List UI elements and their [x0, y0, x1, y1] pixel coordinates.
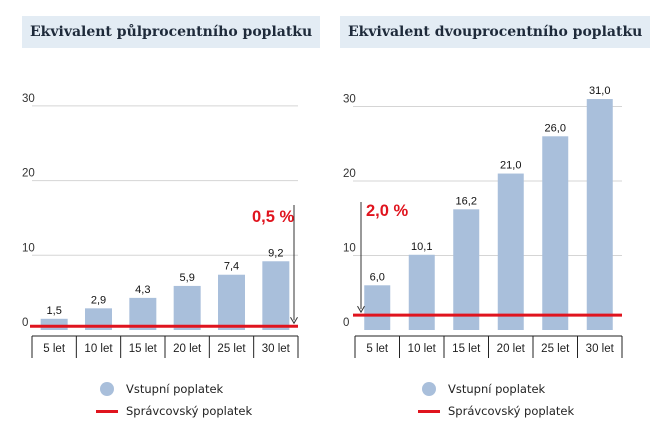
right-bar-value-label-2: 10,1 [411, 241, 432, 253]
legend-line-swatch [96, 409, 118, 413]
left-bar-value-label-6: 9,2 [268, 247, 283, 259]
right-category-label-4: 20 let [497, 343, 526, 355]
left-ytick-label-20: 20 [22, 168, 35, 180]
right-ytick-label-20: 20 [343, 168, 356, 180]
right-ytick-label-10: 10 [343, 243, 356, 255]
legend-line-label: Správcovský poplatek [126, 404, 253, 418]
left-category-label-2: 10 let [84, 343, 113, 355]
right-ytick-label-0: 0 [343, 317, 349, 329]
left-category-label-1: 5 let [43, 343, 66, 355]
right-arrow-head [357, 305, 365, 314]
left-ytick-label-0: 0 [22, 317, 28, 329]
left-bar-4 [173, 285, 201, 330]
left-bar-value-label-1: 1,5 [47, 305, 62, 317]
legend-left: Vstupní poplatek Správcovský poplatek [96, 378, 252, 422]
left-bar-5 [218, 274, 245, 330]
legend-bar-swatch [100, 382, 114, 396]
left-category-label-6: 30 let [262, 343, 291, 355]
left-bar-value-label-3: 4,3 [135, 284, 150, 296]
left-arrow-head [290, 317, 298, 325]
right-category-label-2: 10 let [408, 343, 437, 355]
left-fee-label: 0,5 % [252, 208, 295, 226]
right-chart-title: Ekvivalent dvouprocentního poplatku [340, 16, 650, 48]
legend-right: Vstupní poplatek Správcovský poplatek [418, 378, 574, 422]
left-bar-3 [129, 297, 157, 330]
right-bar-1 [364, 285, 391, 330]
left-bar-6 [262, 261, 290, 330]
left-ytick-label-30: 30 [22, 93, 35, 105]
right-bar-5 [542, 136, 569, 330]
right-bar-value-label-6: 31,0 [589, 85, 610, 97]
right-bar-value-label-4: 21,0 [500, 160, 521, 172]
left-bar-value-label-2: 2,9 [91, 294, 106, 306]
right-bar-value-label-3: 16,2 [456, 195, 477, 207]
right-bar-4 [497, 173, 524, 330]
left-ytick-label-10: 10 [22, 242, 35, 254]
left-chart-title: Ekvivalent půlprocentního poplatku [22, 16, 321, 48]
right-bar-3 [453, 209, 480, 330]
right-ytick-label-30: 30 [343, 94, 356, 106]
legend-bar-swatch [422, 382, 436, 396]
right-category-label-5: 25 let [541, 343, 570, 355]
left-bar-value-label-5: 7,4 [224, 261, 239, 273]
right-category-label-3: 15 let [452, 343, 481, 355]
right-bar-2 [408, 254, 435, 330]
right-category-label-1: 5 let [366, 343, 389, 355]
legend-line-label: Správcovský poplatek [448, 404, 575, 418]
legend-bar-label: Vstupní poplatek [448, 382, 546, 396]
left-bar-1 [40, 318, 68, 330]
left-category-label-3: 15 let [129, 343, 158, 355]
right-fee-label: 2,0 % [366, 202, 409, 220]
right-category-label-6: 30 let [586, 343, 615, 355]
left-bar-value-label-4: 5,9 [180, 272, 195, 284]
legend-bar-label: Vstupní poplatek [126, 382, 224, 396]
right-bar-value-label-1: 6,0 [370, 271, 385, 283]
left-bar-2 [85, 308, 112, 330]
left-category-label-5: 25 let [217, 343, 246, 355]
legend-line-swatch [418, 409, 440, 413]
right-bar-value-label-5: 26,0 [545, 122, 566, 134]
left-category-label-4: 20 let [173, 343, 202, 355]
right-bar-6 [586, 99, 613, 330]
